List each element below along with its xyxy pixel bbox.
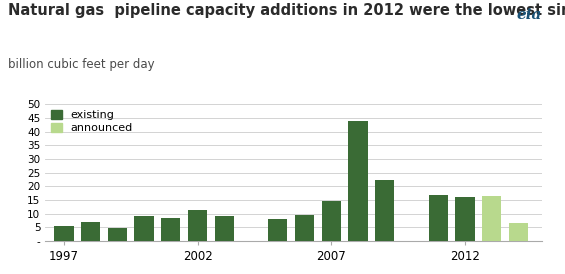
Bar — [349, 121, 368, 241]
Bar — [428, 195, 448, 241]
Bar — [188, 210, 207, 241]
Bar — [482, 228, 501, 241]
Bar — [54, 226, 73, 241]
Text: billion cubic feet per day: billion cubic feet per day — [8, 58, 155, 70]
Text: eia: eia — [517, 8, 542, 22]
Bar — [81, 222, 100, 241]
Bar — [508, 223, 528, 241]
Bar — [375, 180, 394, 241]
Bar — [134, 216, 154, 241]
Bar — [268, 219, 288, 241]
Bar — [161, 218, 180, 241]
Bar — [482, 196, 501, 241]
Text: Natural gas  pipeline capacity additions in 2012 were the lowest since 1997: Natural gas pipeline capacity additions … — [8, 3, 565, 18]
Legend: existing, announced: existing, announced — [51, 110, 133, 133]
Bar — [215, 216, 234, 241]
Bar — [108, 228, 127, 241]
Bar — [321, 201, 341, 241]
Bar — [455, 197, 475, 241]
Bar — [295, 215, 314, 241]
